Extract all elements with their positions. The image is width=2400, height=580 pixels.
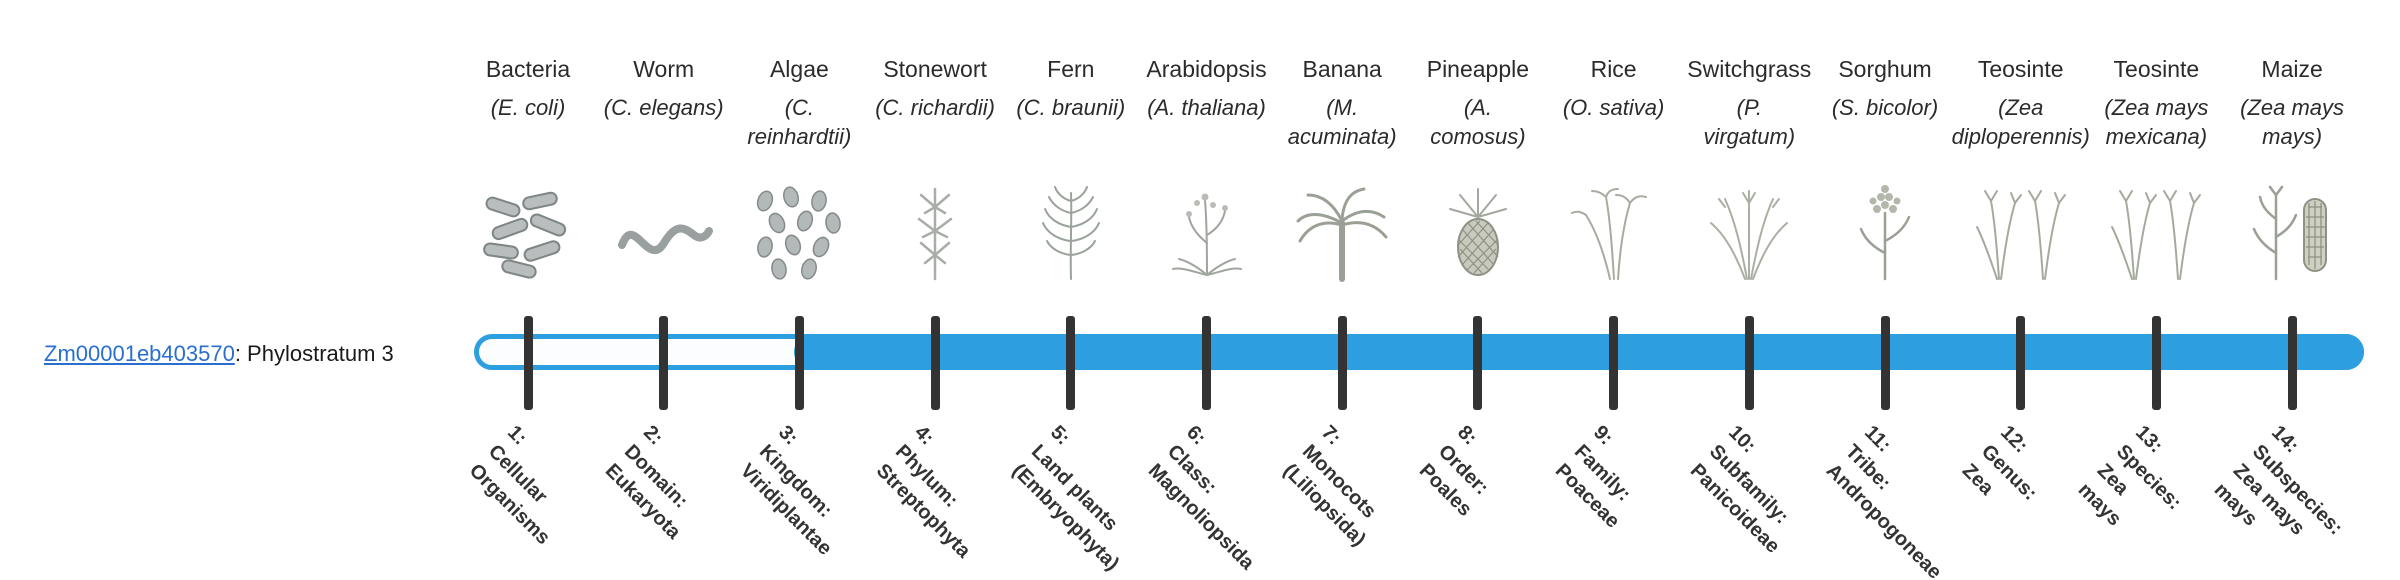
phylostratum-label: 8: Order: Poales [1414,421,1493,521]
organism-scientific-name: (A. comosus) [1430,95,1526,149]
organism-column: Rice (O. sativa) 9: Family: Poaceae [1529,0,1699,580]
phylostratum-tick [1066,316,1076,410]
organism-scientific-name: (C. reinhardtii) [747,95,852,149]
fern-icon [1021,176,1121,286]
organism-scientific-name: (Zea diploperennis) [1951,95,2090,149]
switchgrass-icon [1699,176,1799,286]
organism-scientific-name: (O. sativa) [1562,95,1665,120]
organism-name: Bacteria [485,56,571,82]
organism-scientific-name: (P. virgatum) [1703,95,1796,149]
organism-name: Rice [1590,56,1637,82]
phylostrata-bar-fill [794,334,2364,370]
phylostratum-label: 1: Cellular Organisms [464,421,555,550]
phylostratum-tick [1473,316,1483,410]
organism-scientific-name: (A. thaliana) [1147,95,1266,120]
phylostratum-label: 14: Subspecies: Zea mays mays [2209,421,2347,540]
organism-scientific-name: (Zea mays mays) [2240,95,2345,149]
organism-scientific-name: (E. coli) [490,95,566,120]
phylostratum-tick [2151,316,2161,410]
organism-column: Pineapple (A. comosus) 8: Order: Poales [1393,0,1563,580]
gene-label: Zm00001eb403570: Phylostratum 3 [44,341,394,367]
organism-column: Banana (M. acuminata) 7: Monocots (Lilio… [1257,0,1427,580]
phylostratum-tick [1202,316,1211,410]
organism-column: Stonewort (C. richardii) 4: Phylum: Stre… [850,0,1020,580]
organism-scientific-name: (M. acuminata) [1287,95,1397,149]
phylostratum-tick [523,316,533,410]
phylostratum-tick [2287,316,2297,410]
maize-icon [2242,176,2342,286]
organism-scientific-name: (C. elegans) [603,95,724,120]
phylostratum-tick [1609,316,1619,410]
organism-column: Switchgrass (P. virgatum) 10: Subfamily:… [1664,0,1834,580]
phylostratum-label: 9: Family: Poaceae [1550,421,1635,533]
organism-column: Teosinte (Zea mays mexicana) 13: Species… [2071,0,2241,580]
organism-column: Maize (Zea mays mays) 14: Subspecies: Ze… [2207,0,2377,580]
banana-icon [1292,176,1392,286]
organism-column: Worm (C. elegans) 2: Domain: Eukaryota [579,0,749,580]
gene-stratum-text: : Phylostratum 3 [234,341,394,366]
organism-name: Maize [2261,56,2323,82]
organism-name: Pineapple [1426,56,1530,82]
organism-name: Teosinte [2113,56,2200,82]
arabidopsis-icon [1157,176,1257,286]
rice-icon [1564,176,1664,286]
organism-name: Algae [769,56,829,82]
organism-scientific-name: (S. bicolor) [1831,95,1939,120]
bacteria-icon [478,176,578,286]
organism-column: Arabidopsis (A. thaliana) 6: Class: Magn… [1122,0,1292,580]
phylostratum-label: 7: Monocots (Liliopsida) [1279,421,1381,551]
stonewort-icon [885,176,985,286]
organism-column: Teosinte (Zea diploperennis) 12: Genus: … [1936,0,2106,580]
organism-name: Fern [1047,56,1095,82]
teosinte-icon [1971,176,2071,286]
phylostratum-tick [1880,316,1890,410]
organism-column: Sorghum (S. bicolor) 11: Tribe: Andropog… [1800,0,1970,580]
organism-column: Fern (C. braunii) 5: Land plants (Embryo… [986,0,1156,580]
phylostratum-tick [794,316,804,410]
phylostratum-tick [1337,316,1347,410]
phylostratum-label: 12: Genus: Zea [1957,421,2041,505]
worm-icon [614,176,714,286]
sorghum-icon [1835,176,1935,286]
phylostratum-tick [659,316,669,410]
pineapple-icon [1428,176,1528,286]
organism-name: Banana [1302,56,1382,82]
phylostratum-label: 13: Species: Zea mays [2074,421,2187,531]
phylostratum-label: 2: Domain: Eukaryota [600,421,692,544]
organism-scientific-name: (C. braunii) [1016,95,1126,120]
organism-name: Stonewort [883,56,987,82]
gene-id-link[interactable]: Zm00001eb403570 [44,341,235,366]
teosinte-icon [2106,176,2206,286]
phylostratum-tick [2016,316,2026,410]
organism-name: Switchgrass [1687,56,1812,82]
phylostratum-tick [1744,316,1754,410]
organism-name: Worm [633,56,695,82]
organism-column: Bacteria (E. coli) 1: Cellular Organisms [443,0,613,580]
organism-column: Algae (C. reinhardtii) 3: Kingdom: Virid… [714,0,884,580]
organism-scientific-name: (C. richardii) [875,95,995,120]
organism-name: Teosinte [1977,56,2064,82]
phylostratum-tick [930,316,940,410]
organism-name: Arabidopsis [1146,56,1267,82]
algae-icon [749,176,849,286]
organism-name: Sorghum [1838,56,1932,82]
organism-scientific-name: (Zea mays mexicana) [2104,95,2209,149]
